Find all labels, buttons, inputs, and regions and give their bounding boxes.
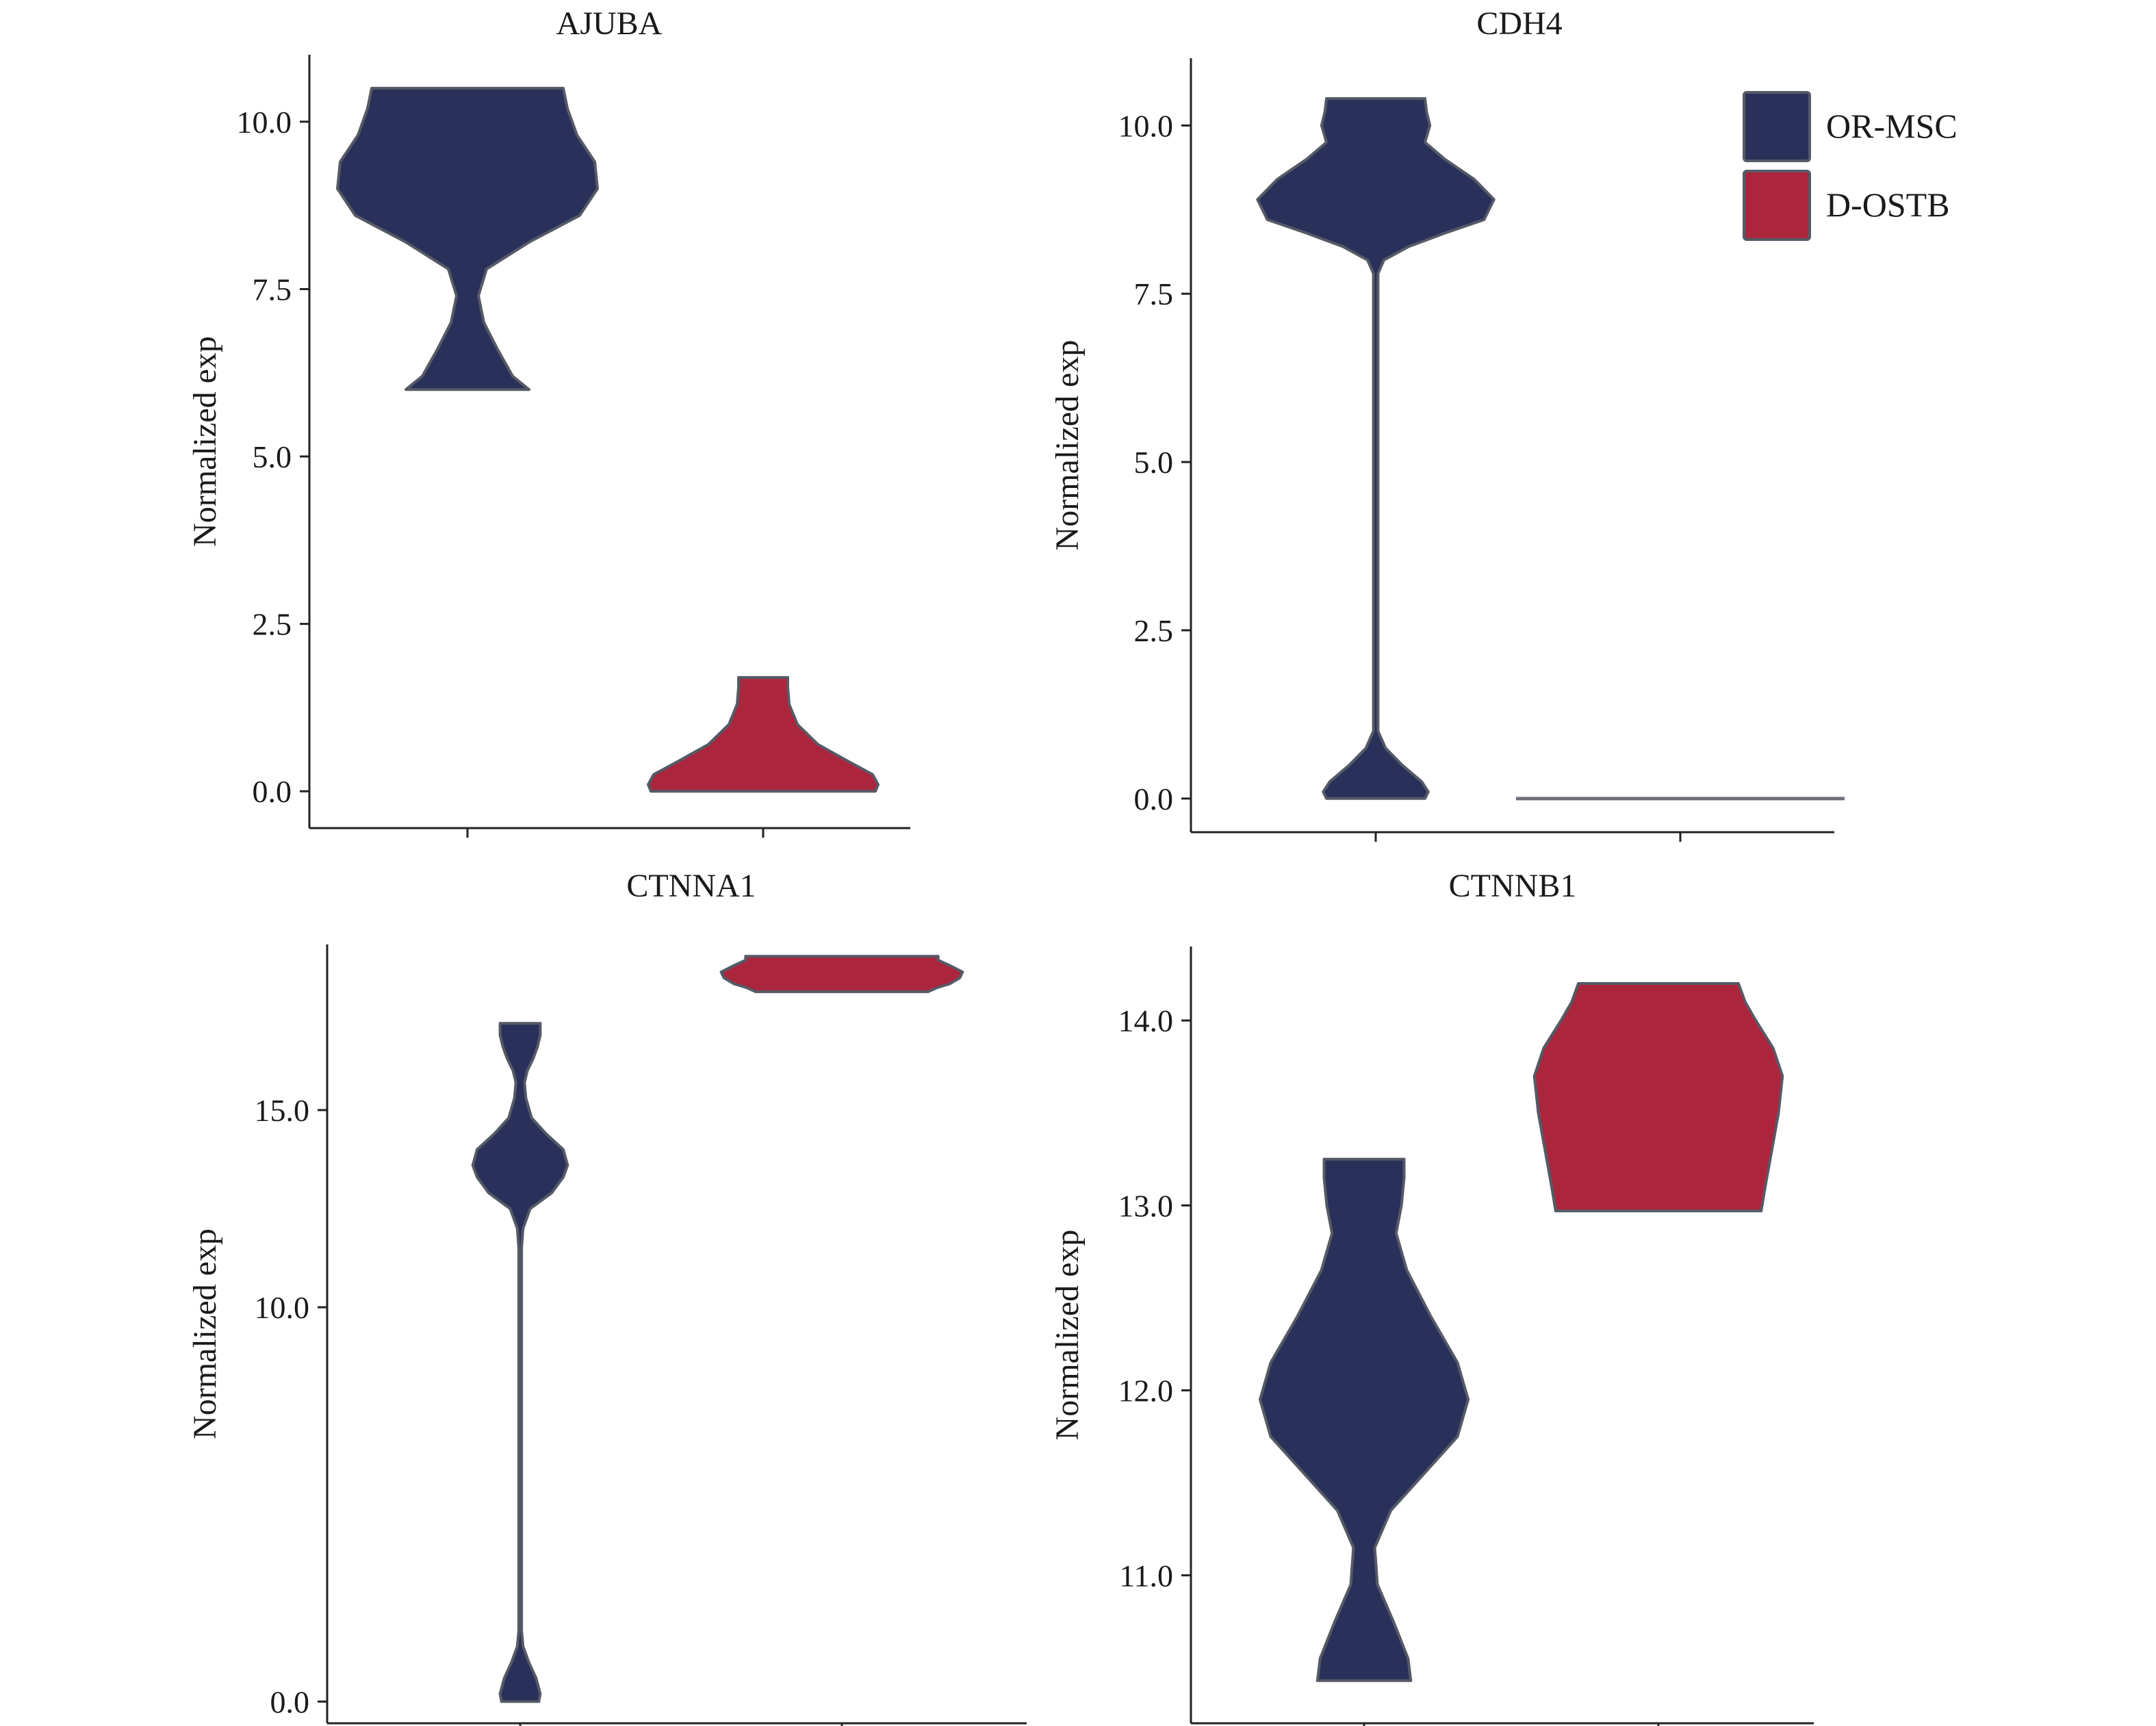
y-tick-label: 7.5: [253, 272, 292, 307]
violin-d-ostb: [719, 955, 964, 994]
violin-or-msc: [336, 86, 599, 391]
y-tick-label: 0.0: [270, 1684, 310, 1719]
y-tick-label: 7.5: [1134, 276, 1174, 311]
legend-swatch: [1743, 170, 1811, 241]
y-tick-label: 12.0: [1118, 1374, 1174, 1408]
violin-or-msc: [1256, 97, 1496, 800]
panel-title: CDH4: [1476, 5, 1562, 42]
y-tick-label: 14.0: [1118, 1003, 1174, 1038]
y-tick-label: 2.5: [1134, 613, 1174, 648]
panel-title: CTNNA1: [626, 868, 756, 904]
panel-title: AJUBA: [556, 5, 663, 42]
legend-swatch: [1743, 91, 1811, 162]
y-tick-label: 5.0: [253, 439, 292, 474]
violin-d-ostb: [647, 675, 880, 793]
y-tick-label: 10.0: [237, 105, 292, 140]
y-tick-label: 0.0: [1134, 782, 1174, 816]
y-axis-label: Normalized exp: [187, 1228, 223, 1439]
panel-ctnna1: CTNNA1 0.0 10.0 15.0 Normalized exp: [187, 868, 1027, 1726]
violin-or-msc: [471, 1022, 569, 1703]
y-tick-label: 5.0: [1134, 445, 1174, 480]
panel-cdh4: CDH4 0.0 2.5 5.0 7.5 10.0 Normalized exp: [1049, 5, 1845, 842]
panel-ctnnb1: CTNNB1 11.0 12.0 13.0 14.0 Normalized exp: [1049, 868, 1814, 1726]
y-tick-label: 13.0: [1118, 1188, 1174, 1223]
legend: OR-MSC D-OSTB: [1743, 91, 1958, 241]
y-axis-label: Normalized exp: [1049, 1230, 1086, 1441]
y-tick-label: 0.0: [253, 774, 292, 809]
y-tick-label: 10.0: [1118, 108, 1174, 143]
y-tick-label: 2.5: [253, 607, 292, 642]
panel-title: CTNNB1: [1449, 868, 1577, 904]
y-axis-label: Normalized exp: [187, 336, 223, 547]
violin-d-ostb: [1532, 982, 1784, 1213]
y-tick-label: 15.0: [255, 1093, 310, 1128]
y-tick-label: 11.0: [1119, 1558, 1173, 1593]
y-axis-label: Normalized exp: [1049, 340, 1086, 551]
legend-label: OR-MSC: [1826, 107, 1958, 145]
legend-label: D-OSTB: [1826, 185, 1950, 224]
violin-or-msc: [1258, 1157, 1470, 1682]
panel-ajuba: AJUBA 0.0 2.5 5.0 7.5 10.0 Normalized exp: [187, 5, 910, 838]
y-tick-label: 10.0: [255, 1290, 310, 1325]
